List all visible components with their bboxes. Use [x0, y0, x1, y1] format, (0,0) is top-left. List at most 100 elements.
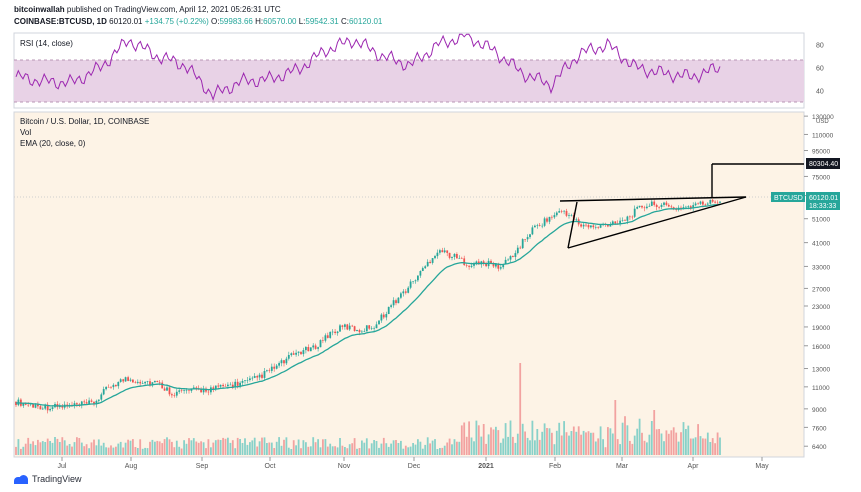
candle-body — [168, 387, 171, 395]
candle-body — [214, 385, 217, 389]
volume-bar — [594, 441, 597, 455]
candle-body — [105, 387, 107, 390]
volume-bar — [107, 447, 110, 455]
volume-bar — [195, 441, 198, 455]
volume-bar — [368, 448, 371, 455]
candle-body — [402, 291, 405, 294]
volume-bar — [270, 442, 273, 455]
chart-header-line-2: COINBASE:BTCUSD, 1D 60120.01 +134.75 (+0… — [14, 17, 382, 27]
volume-bar — [29, 443, 32, 455]
time-axis-tick: Aug — [125, 463, 138, 470]
triangle-base-line[interactable] — [567, 201, 578, 249]
volume-bar — [687, 425, 690, 455]
volume-bar — [20, 448, 22, 455]
candle-body — [351, 325, 354, 327]
triangle-support-line[interactable] — [567, 196, 747, 249]
candle-body — [400, 293, 402, 298]
candle-body — [344, 324, 346, 327]
candle-body — [670, 206, 673, 208]
time-axis-tick: 2021 — [478, 463, 494, 470]
volume-bar — [616, 439, 619, 455]
price-pane — [13, 111, 805, 458]
candle-body — [93, 401, 95, 405]
time-axis-tick: Apr — [688, 463, 700, 470]
ema-label: EMA (20, close, 0) — [20, 139, 86, 148]
candle-body — [502, 264, 505, 268]
candle-body — [697, 203, 699, 205]
candle-body — [538, 225, 541, 226]
volume-bar — [599, 426, 602, 455]
volume-bar — [141, 448, 144, 455]
volume-bar — [49, 441, 51, 455]
volume-bar — [295, 445, 297, 455]
volume-bar — [297, 439, 300, 455]
volume-bar — [283, 439, 285, 455]
candle-body — [643, 207, 646, 209]
volume-bar — [124, 442, 127, 455]
candle-body — [115, 384, 117, 387]
candle-body — [112, 384, 115, 388]
price-axis-tick: 130000 — [812, 114, 834, 121]
volume-bar — [512, 436, 514, 455]
candle-body — [239, 382, 241, 386]
volume-bar — [239, 439, 241, 455]
candle-body — [582, 224, 585, 227]
volume-bar — [704, 438, 707, 455]
candle-body — [256, 376, 259, 378]
rsi-series-line — [15, 33, 721, 101]
volume-bar — [531, 420, 534, 455]
triangle-resistance-line[interactable] — [559, 196, 747, 202]
candle-body — [599, 225, 602, 228]
candle-body — [436, 252, 439, 257]
candle-body — [144, 381, 146, 384]
volume-bar — [317, 439, 319, 455]
price-axis-tick: 7600 — [812, 425, 827, 432]
candle-body — [32, 404, 34, 408]
candle-body — [473, 263, 475, 266]
tradingview-footer[interactable]: TradingView — [14, 474, 82, 484]
low-value: 59542.31 — [305, 17, 339, 26]
ascending-triangle-drawing[interactable] — [559, 163, 804, 249]
candle-body — [154, 380, 156, 383]
candle-body — [663, 202, 665, 205]
volume-bar — [553, 444, 556, 455]
volume-bar — [110, 445, 112, 455]
volume-bar — [83, 446, 86, 455]
candle-body — [451, 256, 453, 258]
candle-body — [709, 199, 712, 204]
candle-body — [509, 256, 512, 260]
volume-bar — [565, 432, 568, 455]
time-axis-tick: Nov — [338, 463, 351, 470]
candle-body — [73, 403, 76, 406]
candle-body — [317, 347, 319, 349]
volume-bar — [709, 442, 712, 455]
volume-bar — [434, 439, 436, 455]
volume-bar — [278, 437, 280, 455]
candle-body — [39, 406, 42, 410]
volume-bar — [400, 440, 402, 455]
volume-bar — [470, 437, 473, 455]
volume-bar — [93, 439, 95, 455]
candle-body — [222, 384, 224, 387]
candle-body — [346, 324, 349, 330]
candle-body — [287, 355, 290, 359]
ticker-tag — [771, 192, 805, 202]
candle-body — [146, 381, 149, 382]
candle-body — [636, 207, 639, 209]
volume-bar — [524, 431, 526, 455]
price-axis-tick: 11000 — [812, 385, 830, 392]
candle-body — [404, 291, 407, 293]
candle-body — [275, 365, 278, 369]
candle-body — [719, 201, 721, 203]
candle-body — [626, 216, 629, 221]
high-label: H: — [255, 17, 264, 26]
candle-body — [156, 380, 159, 382]
volume-bar — [56, 438, 59, 455]
candle-body — [711, 199, 714, 202]
volume-bar — [417, 439, 419, 455]
volume-bar — [702, 438, 704, 455]
volume-bar — [631, 443, 634, 455]
volume-bar — [714, 443, 716, 455]
volume-bar — [409, 446, 412, 455]
